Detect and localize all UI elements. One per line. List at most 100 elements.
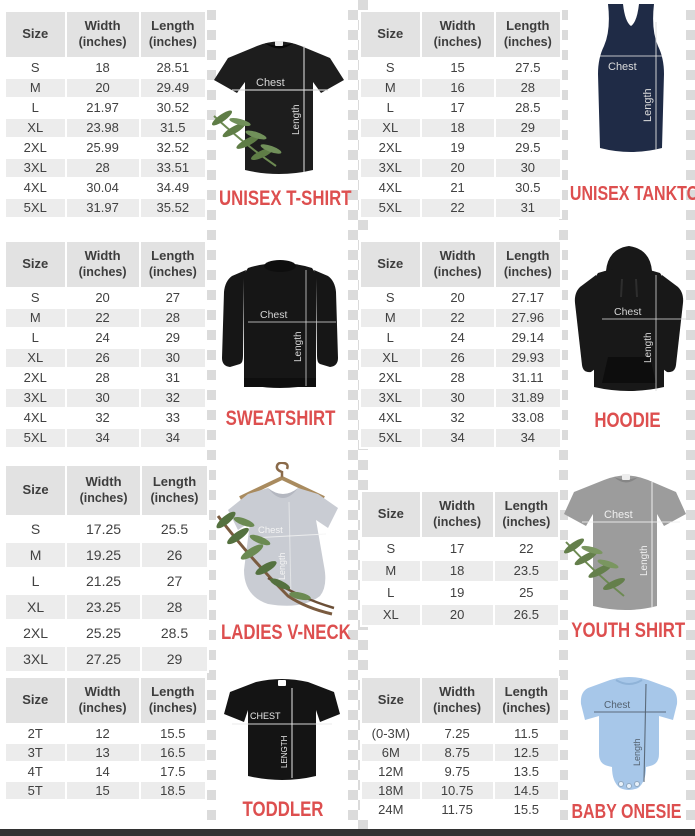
column-header: Width (inches) [66, 12, 139, 57]
column-header: Size [361, 242, 420, 287]
size-cell: 20 [66, 288, 139, 307]
chest-annotation: Chest [256, 77, 285, 89]
size-cell: L [6, 568, 66, 593]
size-cell: 25.25 [67, 620, 140, 645]
size-row: 18M 10.75 14.5 [362, 781, 558, 799]
size-cell: 23.5 [494, 560, 558, 581]
size-cell: 26.5 [494, 604, 558, 625]
length-measure-line [643, 683, 647, 783]
size-cell: 3XL [6, 388, 65, 407]
size-row: 3XL 27.25 29 [6, 646, 207, 671]
size-cell: 19.25 [67, 542, 140, 567]
size-cell: M [6, 308, 65, 327]
size-cell: 17.25 [67, 516, 140, 541]
chest-annotation: Chest [608, 61, 637, 73]
size-cell: 30 [421, 388, 494, 407]
product-label: LADIES V-NECK [221, 621, 351, 644]
size-cell: 26 [421, 348, 494, 367]
size-cell: 17.5 [140, 762, 205, 780]
size-cell: 11.5 [494, 724, 558, 742]
chest-annotation: Chest [260, 309, 288, 321]
size-cell: 21.25 [67, 568, 140, 593]
snap-buttons [618, 781, 640, 789]
size-cell: 16 [421, 78, 494, 97]
size-row: 2XL 28 31 [6, 368, 205, 387]
size-cell: 28 [141, 594, 207, 619]
length-measure-line [288, 501, 292, 599]
size-cell: 28 [495, 78, 560, 97]
size-cell: 10.75 [421, 781, 493, 799]
transparency-checkerboard [686, 0, 695, 830]
size-row: XL 23.25 28 [6, 594, 207, 619]
size-cell: 28 [421, 368, 494, 387]
size-row: 3XL 28 33.51 [6, 158, 205, 177]
size-row: 2XL 19 29.5 [361, 138, 560, 157]
chest-annotation: Chest [604, 700, 630, 711]
size-cell: 4T [6, 762, 65, 780]
size-cell: 33 [140, 408, 205, 427]
length-annotation: Length [639, 545, 650, 576]
size-cell: 28 [66, 158, 139, 177]
size-table: Size Width (inches) Length (inches) (0-3M) 7.2… [360, 676, 560, 820]
size-cell: 30.04 [66, 178, 139, 197]
size-table-youth-shirt: Size Width (inches) Length (inches) S 17 22 M 18 2… [360, 490, 560, 627]
column-header: Width (inches) [421, 678, 493, 723]
size-cell: 2XL [361, 138, 420, 157]
size-cell: 34 [495, 428, 560, 447]
size-row: S 15 27.5 [361, 58, 560, 77]
size-cell: 14.5 [494, 781, 558, 799]
size-cell: 21.97 [66, 98, 139, 117]
garment-image-youth-shirt: Chest Length [562, 466, 695, 616]
size-cell: 20 [421, 604, 493, 625]
size-table: Size Width (inches) Length (inches) S 17 22 M 18 2… [360, 490, 560, 627]
size-cell: 26 [66, 348, 139, 367]
column-header: Width (inches) [67, 466, 140, 515]
size-cell: 23.98 [66, 118, 139, 137]
size-cell: 18 [421, 118, 494, 137]
size-cell: M [361, 308, 420, 327]
size-cell: 3T [6, 743, 65, 761]
tanktop-silhouette [598, 4, 664, 152]
length-annotation: LENGTH [280, 735, 289, 768]
size-row: 5XL 22 31 [361, 198, 560, 217]
size-cell: 30 [66, 388, 139, 407]
length-annotation: Length [632, 738, 642, 766]
size-cell: 15.5 [140, 724, 205, 742]
size-cell: 12.5 [494, 743, 558, 761]
size-row: 5XL 34 34 [6, 428, 205, 447]
size-cell: 25.5 [141, 516, 207, 541]
column-header: Width (inches) [66, 678, 139, 723]
column-header: Length (inches) [141, 466, 207, 515]
size-cell: 5T [6, 781, 65, 799]
size-row: S 18 28.51 [6, 58, 205, 77]
size-cell: 2XL [6, 368, 65, 387]
size-cell: 34.49 [140, 178, 205, 197]
size-row: S 20 27 [6, 288, 205, 307]
size-row: 5XL 34 34 [361, 428, 560, 447]
product-label: SWEATSHIRT [225, 407, 336, 430]
column-header: Size [361, 12, 420, 57]
size-row: M 18 23.5 [362, 560, 558, 581]
size-cell: 29.14 [495, 328, 560, 347]
column-header: Length (inches) [494, 678, 558, 723]
size-table: Size Width (inches) Length (inches) 2T 12 15.5 3… [4, 676, 207, 801]
hoodie-silhouette [574, 246, 684, 391]
size-cell: 2XL [6, 138, 65, 157]
size-row: 3XL 20 30 [361, 158, 560, 177]
size-cell: L [6, 98, 65, 117]
column-header: Length (inches) [140, 678, 205, 723]
size-row: 2XL 25.99 32.52 [6, 138, 205, 157]
size-cell: 20 [421, 288, 494, 307]
product-label: YOUTH SHIRT [571, 619, 686, 642]
size-table: Size Width (inches) Length (inches) S 20 27.17 M… [359, 240, 562, 449]
size-cell: 13 [66, 743, 139, 761]
size-cell: 20 [66, 78, 139, 97]
size-row: 3T 13 16.5 [6, 743, 205, 761]
size-cell: 7.25 [421, 724, 493, 742]
size-cell: 14 [66, 762, 139, 780]
tshirt-silhouette [214, 41, 344, 174]
size-cell: 22 [421, 198, 494, 217]
chest-annotation: Chest [604, 509, 633, 521]
column-header: Size [362, 492, 420, 537]
size-cell: 29.5 [495, 138, 560, 157]
